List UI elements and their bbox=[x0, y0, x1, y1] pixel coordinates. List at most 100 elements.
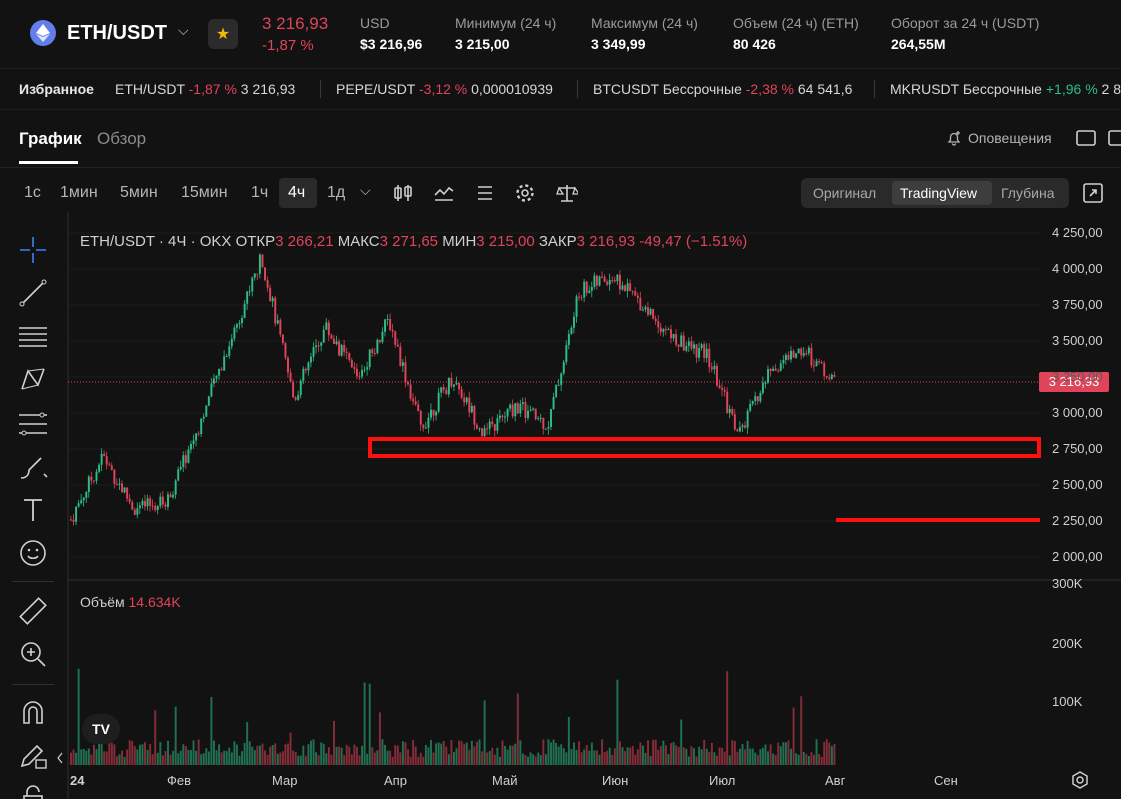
candle bbox=[322, 329, 325, 343]
tab-chart[interactable]: График bbox=[19, 129, 82, 148]
timeframe-1h[interactable]: 1ч bbox=[251, 184, 269, 201]
indicators-icon[interactable] bbox=[433, 182, 455, 204]
chart-grid bbox=[68, 232, 1040, 558]
favorite-item[interactable]: ETH/USDT -1,87 % 3 216,93 bbox=[115, 81, 295, 97]
pair-selector[interactable]: ETH/USDT bbox=[67, 22, 167, 44]
text-icon[interactable] bbox=[16, 493, 50, 527]
candle bbox=[769, 369, 772, 372]
chevron-down-icon[interactable]: ⌵ bbox=[360, 182, 371, 198]
volume-bar bbox=[805, 753, 808, 765]
alerts-button[interactable]: Оповещения bbox=[946, 130, 1052, 146]
volume-bar bbox=[654, 739, 657, 765]
candles-icon[interactable] bbox=[392, 182, 414, 204]
favorite-item[interactable]: BTCUSDT Бессрочные -2,38 % 64 541,6 bbox=[593, 81, 852, 97]
timeframe-5m[interactable]: 5мин bbox=[120, 184, 158, 201]
candle bbox=[590, 286, 593, 291]
settings-icon[interactable] bbox=[1072, 771, 1088, 789]
volume-bar bbox=[235, 744, 238, 765]
volume-bar bbox=[435, 743, 438, 765]
candle bbox=[113, 469, 116, 484]
candle bbox=[281, 334, 284, 344]
candle bbox=[601, 276, 604, 278]
star-icon[interactable]: ★ bbox=[208, 19, 238, 49]
volume-bar bbox=[279, 752, 282, 765]
chevron-left-icon[interactable] bbox=[57, 752, 63, 764]
timeframe-1d[interactable]: 1д bbox=[327, 184, 346, 201]
timeframe-15m[interactable]: 15мин bbox=[181, 184, 228, 201]
horizontal-lines-icon[interactable] bbox=[16, 320, 50, 354]
support-box-annotation[interactable] bbox=[368, 437, 1041, 458]
candle bbox=[565, 345, 568, 363]
candle bbox=[603, 277, 606, 282]
candle bbox=[297, 395, 300, 400]
candle bbox=[463, 397, 466, 403]
volume-bar bbox=[598, 754, 601, 765]
list-icon[interactable] bbox=[474, 182, 496, 204]
chevron-down-icon[interactable]: ⌵ bbox=[178, 22, 189, 38]
trendline-icon[interactable] bbox=[16, 276, 50, 310]
ruler-icon[interactable] bbox=[16, 594, 50, 628]
timeframe-4h[interactable]: 4ч bbox=[288, 184, 306, 201]
more-icon[interactable] bbox=[1108, 130, 1121, 146]
view-depth[interactable]: Глубина bbox=[1001, 185, 1055, 201]
volume-bar bbox=[123, 756, 126, 765]
timeframe-1m[interactable]: 1мин bbox=[60, 184, 98, 201]
candle bbox=[82, 497, 85, 501]
tradingview-logo: TV bbox=[82, 714, 120, 744]
candle bbox=[514, 403, 517, 417]
candle bbox=[537, 418, 540, 420]
volume-bar bbox=[258, 745, 261, 765]
candle bbox=[670, 329, 672, 339]
gear-icon[interactable] bbox=[514, 182, 536, 204]
lock-icon[interactable] bbox=[16, 780, 50, 799]
candle bbox=[501, 415, 504, 417]
candle bbox=[144, 501, 146, 507]
view-original[interactable]: Оригинал bbox=[813, 185, 877, 201]
candle bbox=[435, 411, 438, 416]
volume-bar bbox=[294, 752, 297, 765]
candle bbox=[161, 496, 164, 505]
volume-bar bbox=[325, 753, 328, 765]
panel-icon[interactable] bbox=[1076, 130, 1096, 146]
candle bbox=[608, 280, 611, 285]
fib-icon[interactable] bbox=[16, 407, 50, 441]
volume-bar bbox=[223, 750, 226, 765]
volume-bar bbox=[547, 739, 550, 765]
emoji-icon[interactable] bbox=[16, 536, 50, 570]
view-tradingview[interactable]: TradingView bbox=[900, 185, 978, 201]
candle bbox=[123, 487, 126, 493]
candle bbox=[652, 308, 655, 319]
favorite-item[interactable]: MKRUSDT Бессрочные +1,96 % 2 8 bbox=[890, 81, 1121, 97]
candle bbox=[687, 341, 690, 347]
scale-icon[interactable] bbox=[556, 182, 578, 204]
tab-overview[interactable]: Обзор bbox=[97, 129, 147, 148]
candle bbox=[325, 322, 328, 330]
candle bbox=[611, 280, 614, 282]
volume-bar bbox=[468, 749, 471, 765]
volume-bar bbox=[412, 740, 415, 765]
fullscreen-icon[interactable] bbox=[1082, 182, 1104, 204]
volume-bar bbox=[121, 750, 124, 765]
volume-bar bbox=[698, 746, 701, 765]
volume-bar bbox=[391, 756, 394, 765]
zoom-icon[interactable] bbox=[16, 637, 50, 671]
volume-bar bbox=[797, 754, 800, 765]
price-chart[interactable] bbox=[0, 212, 1121, 799]
volume-bar bbox=[746, 740, 749, 765]
volume-bar bbox=[396, 745, 399, 765]
volume-bar bbox=[662, 740, 665, 765]
timeframe-1s[interactable]: 1с bbox=[24, 184, 41, 201]
volume-bar bbox=[177, 753, 180, 765]
pattern-icon[interactable] bbox=[16, 363, 50, 397]
pencil-lock-icon[interactable] bbox=[16, 738, 50, 772]
candle bbox=[442, 387, 445, 390]
candle bbox=[731, 408, 734, 415]
candle bbox=[401, 362, 404, 366]
magnet-icon[interactable] bbox=[16, 696, 50, 730]
candle bbox=[539, 417, 542, 419]
brush-icon[interactable] bbox=[16, 450, 50, 484]
crosshair-icon[interactable] bbox=[16, 233, 50, 267]
candle bbox=[823, 363, 826, 376]
favorite-name: ETH/USDT bbox=[115, 81, 185, 97]
favorite-item[interactable]: PEPE/USDT -3,12 % 0,000010939 bbox=[336, 81, 553, 97]
